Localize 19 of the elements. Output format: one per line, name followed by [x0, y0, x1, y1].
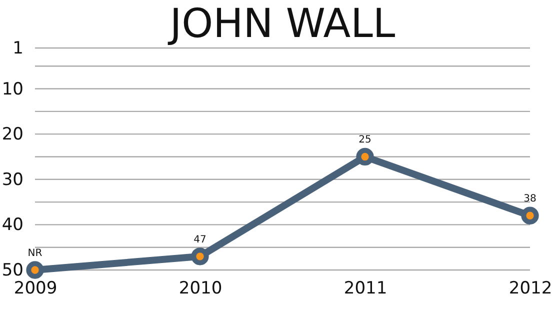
- data-label: NR: [28, 248, 42, 259]
- point: [26, 261, 44, 279]
- y-tick-label: 50: [2, 260, 24, 280]
- point: [356, 148, 374, 166]
- y-tick-label: 1: [12, 38, 24, 58]
- x-tick-label: 2012: [508, 278, 552, 298]
- point: [521, 206, 539, 224]
- y-tick-label: 40: [2, 215, 24, 236]
- chart-title: JOHN WALL: [166, 1, 396, 47]
- data-label: 25: [358, 134, 372, 146]
- y-tick-label: 10: [2, 79, 24, 100]
- x-tick-label: 2010: [178, 278, 222, 298]
- data-label: 38: [524, 194, 536, 205]
- y-tick-label: 20: [2, 124, 24, 145]
- y-tick-label: 30: [2, 170, 24, 190]
- x-tick-label: 2011: [344, 278, 388, 298]
- point: [191, 248, 209, 266]
- data-label: 47: [194, 234, 206, 246]
- x-tick-label: 2009: [14, 278, 58, 298]
